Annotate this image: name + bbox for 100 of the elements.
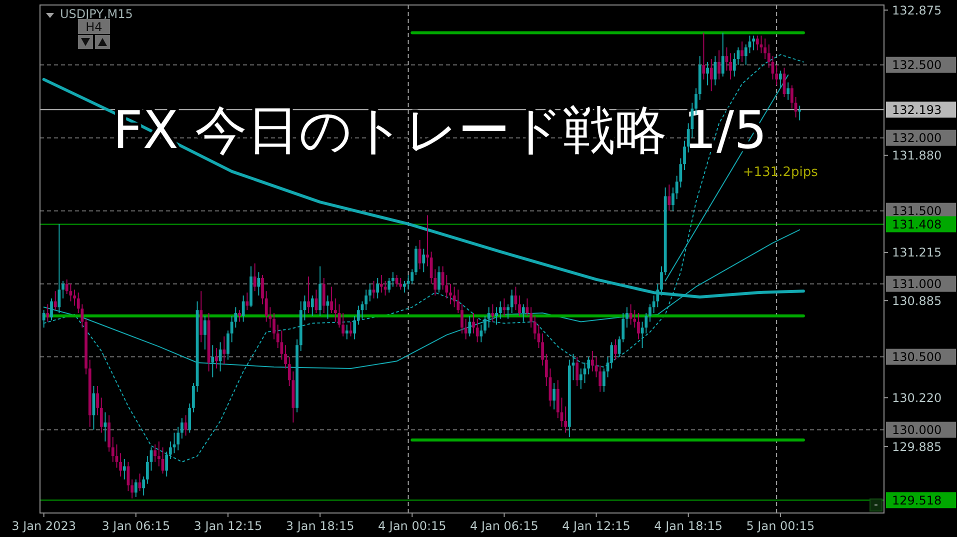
candlestick: [222, 336, 226, 365]
candlestick: [718, 50, 720, 80]
x-tick-label: 4 Jan 18:15: [654, 519, 723, 533]
x-tick-label: 5 Jan 00:15: [746, 519, 815, 533]
candlestick: [498, 300, 502, 320]
candlestick: [706, 61, 709, 86]
candlestick: [526, 298, 529, 316]
candlestick: [522, 304, 525, 322]
candlestick: [414, 245, 418, 276]
candlestick: [725, 46, 728, 72]
candlestick: [583, 362, 586, 384]
candlestick: [626, 306, 628, 328]
candlestick: [518, 294, 521, 316]
candlestick: [238, 310, 241, 322]
annotation: -: [874, 498, 878, 511]
candlestick: [356, 305, 360, 326]
candlestick: [226, 330, 230, 360]
candlestick: [495, 306, 498, 326]
candlestick: [629, 304, 632, 326]
ref-line-label: 132.193: [892, 102, 942, 117]
x-tick-label: 3 Jan 18:15: [286, 519, 354, 533]
candlestick: [353, 315, 356, 340]
candlestick: [480, 324, 483, 343]
candlestick: [564, 406, 568, 434]
candlestick: [154, 444, 157, 462]
candlestick: [392, 272, 394, 288]
candlestick: [729, 52, 732, 80]
candlestick: [242, 294, 245, 322]
candlestick: [541, 332, 544, 366]
candlestick: [660, 266, 663, 296]
candlestick: [142, 476, 146, 496]
candlestick: [756, 35, 759, 51]
candlestick: [157, 440, 160, 467]
candlestick: [506, 304, 510, 320]
candlestick: [96, 386, 99, 416]
candlestick: [395, 274, 398, 288]
candlestick: [50, 298, 53, 321]
candlestick: [100, 397, 103, 434]
candlestick: [672, 186, 674, 212]
candlestick: [130, 478, 134, 499]
candlestick: [322, 277, 326, 314]
candlestick: [786, 82, 790, 100]
annotation: +131.2pips: [742, 164, 818, 180]
candlestick: [73, 289, 76, 306]
y-tick-label: 130.885: [892, 294, 942, 308]
candlestick: [602, 368, 606, 392]
candlestick: [246, 292, 249, 311]
candlestick: [510, 289, 514, 314]
candlestick: [775, 64, 778, 86]
x-tick-label: 3 Jan 12:15: [194, 519, 262, 533]
candlestick: [721, 32, 724, 78]
candlestick: [591, 350, 594, 372]
ref-line-label: 131.500: [892, 204, 942, 218]
candlestick: [456, 289, 460, 314]
candlestick: [204, 315, 206, 350]
candlestick: [487, 306, 490, 328]
candlestick: [748, 35, 752, 54]
ref-line-label: 131.408: [892, 217, 942, 232]
candlestick: [272, 312, 276, 340]
candlestick: [530, 306, 532, 328]
ref-line-label: 132.000: [892, 131, 942, 146]
candlestick: [280, 330, 284, 360]
candlestick: [192, 382, 195, 413]
candlestick: [307, 276, 310, 314]
x-tick-label: 3 Jan 06:15: [102, 519, 170, 533]
candlestick: [472, 312, 475, 334]
y-tick-label: 131.215: [892, 246, 942, 260]
candlestick: [146, 456, 149, 484]
y-tick-label: 131.880: [892, 148, 942, 163]
candlestick: [476, 318, 479, 343]
candlestick: [376, 277, 380, 299]
candlestick: [261, 274, 264, 305]
candlestick: [368, 283, 372, 302]
x-tick-label: 4 Jan 12:15: [562, 519, 630, 533]
candlestick: [579, 368, 582, 390]
candlestick: [119, 452, 122, 478]
candlestick: [257, 272, 260, 296]
candlestick: [460, 304, 464, 334]
candlestick: [614, 338, 617, 360]
ref-line-label: 132.500: [892, 58, 942, 72]
candlestick: [683, 140, 686, 170]
candlestick: [576, 356, 579, 386]
candlestick: [342, 312, 345, 337]
candlestick: [637, 312, 640, 340]
candlestick: [54, 290, 57, 311]
candlestick: [484, 315, 486, 334]
x-tick-label: 3 Jan 2023: [12, 519, 76, 533]
candlestick: [764, 38, 767, 60]
x-tick-label: 4 Jan 00:15: [378, 519, 446, 533]
candlestick: [668, 184, 671, 212]
ref-line-label: 130.500: [892, 350, 942, 364]
y-tick-label: 132.875: [892, 3, 942, 18]
ref-line-label: 130.000: [892, 422, 942, 437]
candlestick: [46, 304, 50, 322]
candlestick: [122, 458, 126, 480]
candlestick: [134, 478, 138, 498]
candlestick: [438, 266, 440, 294]
candlestick: [798, 105, 802, 121]
candlestick: [284, 344, 287, 369]
candlestick: [790, 84, 794, 110]
